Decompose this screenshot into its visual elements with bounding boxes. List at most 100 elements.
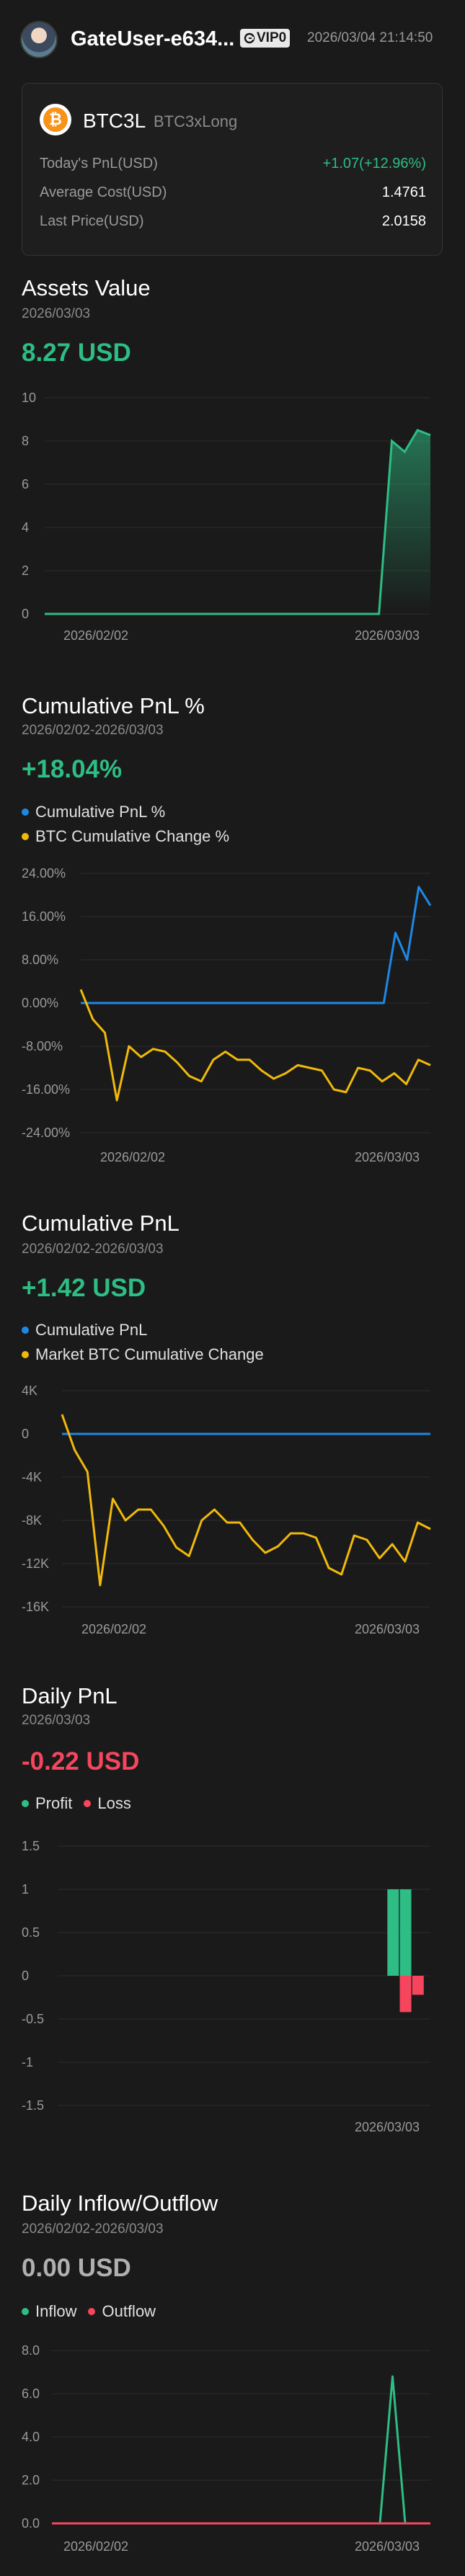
y-tick-label: 4 xyxy=(22,520,29,535)
daily-pnl-title: Daily PnL xyxy=(22,1683,118,1708)
y-tick-label: -12K xyxy=(22,1556,49,1571)
legend-item[interactable]: Inflow xyxy=(22,2302,76,2321)
y-tick-label: 1 xyxy=(22,1882,29,1897)
y-tick-label: 0.00% xyxy=(22,996,58,1010)
vip-label: VIP0 xyxy=(257,30,287,45)
flow-chart[interactable]: 8.0 6.0 4.0 2.0 0.0 2026/02/02 2026/03/03 xyxy=(0,2335,465,2572)
legend-label: Loss xyxy=(97,1794,131,1812)
legend-btc-change-pct: BTC Cumulative Change % xyxy=(22,827,241,846)
legend-label: Profit xyxy=(35,1794,73,1812)
legend-item[interactable]: Profit xyxy=(22,1794,72,1813)
legend-item[interactable]: Market BTC Cumulative Change xyxy=(22,1345,264,1364)
cum-pnl-pct-chart[interactable]: 24.00% 16.00% 8.00% 0.00% -8.00% -16.00% -24.0… xyxy=(0,857,465,1182)
legend-cum-pnl: Cumulative PnL xyxy=(22,1321,159,1340)
assets-date: 2026/03/03 xyxy=(22,306,91,321)
profit-bar xyxy=(399,1889,412,1976)
stat-value: 2.0158 xyxy=(381,213,426,229)
y-tick-label: 8 xyxy=(22,434,29,448)
y-tick-label: -4K xyxy=(22,1470,42,1484)
btc3l-coin-icon: ₿ xyxy=(40,104,71,135)
y-tick-label: 1.5 xyxy=(22,1839,40,1853)
x-tick-label: 2026/03/03 xyxy=(355,2539,420,2554)
cum-pnl-pct-title: Cumulative PnL % xyxy=(22,693,205,718)
y-tick-label: 2.0 xyxy=(22,2473,40,2487)
legend-dot xyxy=(22,1351,29,1358)
stat-row-average-cost: Average Cost(USD) 1.4761 xyxy=(40,184,426,206)
legend-label: Inflow xyxy=(35,2302,77,2320)
legend-inflow-outflow: Inflow Outflow xyxy=(22,2302,167,2321)
timestamp: 2026/03/04 21:14:50 xyxy=(307,30,433,45)
cum-pnl-value: +1.42 USD xyxy=(22,1274,146,1302)
stat-label: Last Price(USD) xyxy=(40,213,144,229)
legend-item[interactable]: Outflow xyxy=(88,2302,156,2321)
cum-pnl-pct-date: 2026/02/02-2026/03/03 xyxy=(22,723,164,738)
legend-cum-pnl-pct: Cumulative PnL % xyxy=(22,803,177,821)
legend-label: Outflow xyxy=(102,2302,156,2320)
legend-dot xyxy=(88,2308,96,2315)
assets-area-fill xyxy=(45,430,430,614)
cum-pnl-chart[interactable]: 4K 0 -4K -8K -12K -16K 2026/02/02 2026/03/03 xyxy=(0,1376,465,1650)
flow-title: Daily Inflow/Outflow xyxy=(22,2191,218,2216)
legend-item[interactable]: Cumulative PnL xyxy=(22,1321,147,1340)
daily-pnl-date: 2026/03/03 xyxy=(22,1713,91,1728)
y-tick-label: 0 xyxy=(22,1427,29,1441)
assets-value: 8.27 USD xyxy=(22,339,131,367)
y-tick-label: 0 xyxy=(22,1969,29,1983)
stat-row-last-price: Last Price(USD) 2.0158 xyxy=(40,213,426,235)
x-tick-label: 2026/02/02 xyxy=(63,2539,128,2554)
header: GateUser-e634... VIP0 2026/03/04 21:14:5… xyxy=(0,0,465,79)
y-tick-label: -1 xyxy=(22,2055,33,2069)
profit-bar xyxy=(387,1889,399,1976)
daily-pnl-chart[interactable]: 1.5 1 0.5 0 -0.5 -1 -1.5 2026/03/03 xyxy=(0,1830,465,2147)
legend-profit-loss: Profit Loss xyxy=(22,1794,143,1813)
vip-icon xyxy=(244,32,255,44)
y-tick-label: 24.00% xyxy=(22,866,66,881)
legend-dot xyxy=(22,833,29,840)
y-tick-label: -8.00% xyxy=(22,1039,63,1053)
stat-label: Today's PnL(USD) xyxy=(40,156,158,171)
stat-value: 1.4761 xyxy=(381,184,426,200)
legend-market-btc: Market BTC Cumulative Change xyxy=(22,1345,275,1364)
y-tick-label: -24.00% xyxy=(22,1126,70,1140)
cum-pnl-date: 2026/02/02-2026/03/03 xyxy=(22,1242,164,1257)
x-tick-label: 2026/02/02 xyxy=(100,1150,165,1164)
cum-pnl-pct-value: +18.04% xyxy=(22,755,123,783)
y-tick-label: 16.00% xyxy=(22,909,66,924)
stat-value: +1.07(+12.96%) xyxy=(322,156,426,171)
x-tick-label: 2026/03/03 xyxy=(355,628,420,643)
flow-date: 2026/02/02-2026/03/03 xyxy=(22,2221,164,2237)
legend-label: Cumulative PnL % xyxy=(35,803,166,821)
avatar[interactable] xyxy=(20,21,58,58)
assets-series-line xyxy=(45,429,431,615)
series-line-cumulative-pnl xyxy=(81,886,432,1004)
daily-pnl-value: -0.22 USD xyxy=(22,1747,140,1775)
vip-badge[interactable]: VIP0 xyxy=(240,29,291,48)
assets-title: Assets Value xyxy=(22,275,151,300)
position-card: ₿ BTC3L BTC3xLong Today's PnL(USD) +1.07… xyxy=(22,83,443,256)
loss-bar xyxy=(399,1976,412,2013)
legend-item[interactable]: Cumulative PnL % xyxy=(22,803,165,821)
y-tick-label: -16K xyxy=(22,1600,49,1614)
flow-value: 0.00 USD xyxy=(22,2254,131,2282)
username[interactable]: GateUser-e634... xyxy=(71,27,235,50)
x-tick-label: 2026/03/03 xyxy=(355,1150,420,1164)
y-tick-label: 0.0 xyxy=(22,2516,40,2531)
y-tick-label: 0.5 xyxy=(22,1925,40,1940)
y-tick-label: 4.0 xyxy=(22,2430,40,2444)
cum-pnl-title: Cumulative PnL xyxy=(22,1211,180,1236)
legend-dot xyxy=(22,808,29,816)
assets-value-chart[interactable]: 10 8 6 4 2 0 2026/02/02 2026/03/03 xyxy=(0,382,465,656)
x-tick-label: 2026/02/02 xyxy=(63,628,128,643)
x-tick-label: 2026/03/03 xyxy=(355,1622,420,1636)
y-tick-label: -8K xyxy=(22,1513,42,1528)
y-tick-label: 8.0 xyxy=(22,2343,40,2358)
y-tick-label: 6 xyxy=(22,477,29,491)
legend-item[interactable]: BTC Cumulative Change % xyxy=(22,827,229,846)
legend-label: BTC Cumulative Change % xyxy=(35,827,230,845)
legend-label: Market BTC Cumulative Change xyxy=(35,1345,264,1363)
legend-item[interactable]: Loss xyxy=(84,1794,131,1813)
loss-bar xyxy=(412,1976,424,1995)
legend-label: Cumulative PnL xyxy=(35,1321,148,1339)
series-line-btc-cumulative-change xyxy=(79,989,431,1102)
stat-label: Average Cost(USD) xyxy=(40,184,167,200)
